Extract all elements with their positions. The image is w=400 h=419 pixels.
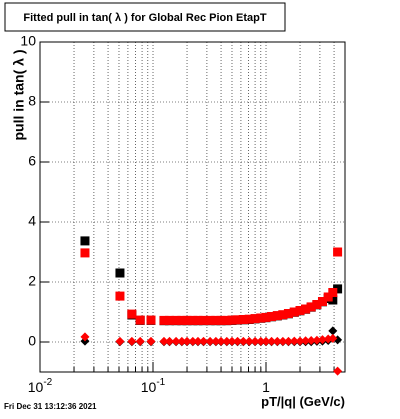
diamond-marker	[328, 326, 338, 336]
diamond-marker	[115, 336, 125, 346]
square-marker	[256, 313, 266, 323]
square-marker	[250, 314, 260, 324]
square-marker	[323, 292, 333, 302]
diamond-marker	[333, 366, 343, 376]
square-marker	[188, 315, 198, 325]
square-marker	[115, 291, 125, 301]
diamond-marker	[188, 336, 198, 346]
diamond-marker	[146, 336, 156, 346]
diamond-marker	[182, 336, 192, 346]
diamond-marker	[328, 333, 338, 343]
x-tick-label: 1	[262, 379, 270, 395]
diamond-marker	[165, 336, 175, 346]
diamond-marker	[261, 336, 271, 346]
x-axis-label: pT/|q| (GeV/c)	[261, 394, 345, 409]
square-marker	[80, 248, 90, 258]
diamond-marker	[283, 336, 293, 346]
diamond-marker	[238, 336, 248, 346]
square-marker	[328, 295, 338, 305]
square-marker	[115, 268, 125, 278]
square-marker	[278, 310, 288, 320]
square-marker	[272, 311, 282, 321]
square-marker	[238, 315, 248, 324]
diamond-marker	[199, 336, 209, 346]
square-marker	[205, 315, 215, 325]
y-tick-label: 10	[20, 33, 36, 49]
y-tick-label: 4	[28, 213, 36, 229]
diamond-marker	[250, 336, 260, 346]
square-marker	[289, 307, 299, 317]
square-marker	[193, 315, 203, 325]
diamond-marker	[244, 336, 254, 346]
square-marker	[244, 314, 254, 324]
diamond-marker	[278, 336, 288, 346]
title-box	[4, 2, 286, 32]
square-marker	[199, 315, 209, 325]
y-tick-label: 6	[28, 153, 36, 169]
square-marker	[182, 315, 192, 325]
diamond-marker	[295, 336, 305, 346]
square-marker	[227, 315, 237, 325]
diamond-marker	[80, 332, 90, 342]
square-marker	[216, 315, 226, 325]
diamond-marker	[256, 336, 266, 346]
square-marker	[233, 315, 243, 325]
diamond-marker	[211, 336, 221, 346]
diamond-marker	[312, 335, 322, 345]
y-axis-label: pull in tan( λ )	[11, 50, 27, 141]
diamond-marker	[171, 336, 181, 346]
square-marker	[301, 304, 311, 314]
diamond-marker	[177, 336, 187, 346]
diamond-marker	[127, 336, 137, 346]
diamond-marker	[233, 336, 243, 346]
square-marker	[159, 315, 169, 325]
diamond-marker	[205, 336, 215, 346]
diamond-marker	[306, 336, 316, 345]
square-marker	[211, 315, 221, 325]
square-marker	[283, 309, 293, 318]
square-marker	[135, 315, 145, 325]
square-marker	[267, 312, 277, 321]
diamond-marker	[216, 336, 226, 346]
y-tick-label: 2	[28, 273, 36, 289]
square-marker	[328, 288, 338, 297]
diamond-marker	[289, 336, 299, 346]
square-marker	[222, 315, 232, 325]
y-tick-label: 0	[28, 333, 36, 349]
square-marker	[333, 284, 343, 294]
diamond-marker	[267, 336, 277, 346]
square-marker	[177, 315, 187, 325]
diamond-marker	[272, 336, 282, 346]
plot-frame	[39, 41, 346, 373]
square-marker	[165, 315, 175, 325]
chart-title: Fitted pull in tan( λ ) for Global Rec P…	[23, 12, 267, 24]
square-marker	[171, 315, 181, 325]
diamond-marker	[301, 336, 311, 346]
timestamp: Fri Dec 31 13:12:36 2021	[4, 402, 97, 411]
diamond-marker	[159, 336, 169, 346]
diamond-marker	[317, 335, 327, 345]
diamond-marker	[193, 336, 203, 346]
square-marker	[312, 300, 322, 309]
square-marker	[146, 315, 156, 325]
square-marker	[306, 302, 316, 312]
x-tick-label: 10-1	[141, 377, 166, 395]
square-marker	[261, 312, 271, 322]
diamond-marker	[227, 336, 237, 346]
diamond-marker	[222, 336, 232, 346]
x-tick-label: 10-2	[28, 377, 53, 395]
diamond-marker	[135, 336, 145, 346]
square-marker	[295, 306, 305, 315]
square-marker	[333, 247, 343, 257]
square-marker	[317, 297, 327, 306]
y-tick-label: 8	[28, 93, 36, 109]
square-marker	[127, 309, 137, 319]
square-marker	[80, 236, 90, 246]
